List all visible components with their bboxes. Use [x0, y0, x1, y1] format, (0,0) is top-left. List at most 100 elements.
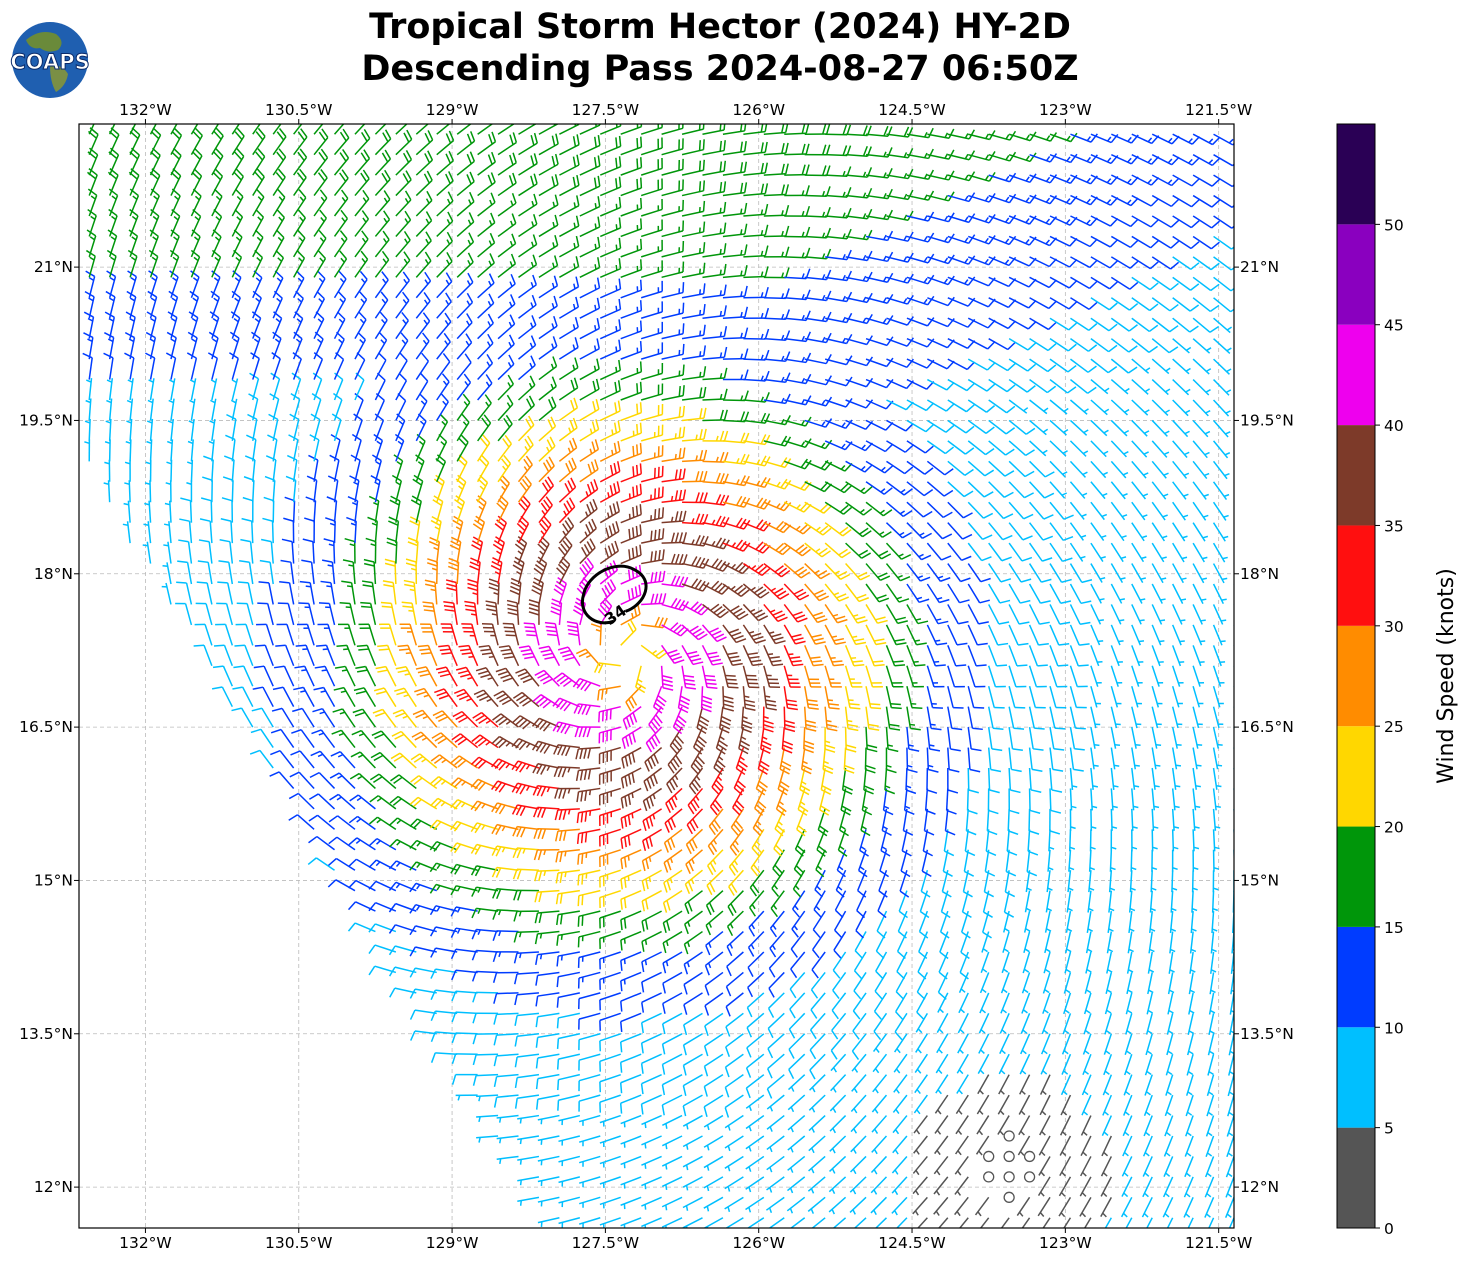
- wind-barb: [128, 229, 139, 258]
- wind-barb: [1008, 645, 1028, 667]
- wind-barb: [456, 393, 471, 421]
- wind-barb: [491, 845, 519, 857]
- wind-barb: [812, 931, 826, 959]
- wind-barb: [1087, 890, 1094, 913]
- wind-barb: [1069, 460, 1088, 478]
- wind-barb: [1151, 379, 1171, 396]
- wind-barb: [535, 1073, 560, 1090]
- wind-barb: [313, 270, 326, 299]
- wind-barb: [804, 624, 826, 645]
- calm-wind-circle: [1023, 1171, 1036, 1183]
- wind-barb: [988, 399, 1016, 414]
- wind-barb: [440, 623, 458, 646]
- wind-barb: [1100, 1176, 1113, 1198]
- colorbar-segment: [1337, 425, 1375, 526]
- wind-barb: [1166, 1013, 1174, 1035]
- wind-barb: [1172, 481, 1189, 500]
- wind-barb: [620, 300, 643, 319]
- wind-barb: [1192, 317, 1220, 333]
- wind-barb: [477, 313, 494, 340]
- wind-barb: [599, 1012, 621, 1031]
- wind-barb: [309, 793, 336, 810]
- wind-barb: [1127, 931, 1134, 954]
- wind-barb: [851, 1033, 867, 1061]
- wind-barb: [865, 230, 894, 242]
- wind-barb: [456, 434, 469, 462]
- wind-barb: [661, 597, 690, 612]
- wind-barb: [643, 767, 663, 792]
- wind-barb: [308, 814, 336, 830]
- wind-barb: [743, 141, 768, 156]
- wind-barb: [620, 361, 643, 381]
- wind-barb: [1008, 665, 1027, 688]
- wind-barb: [250, 352, 260, 380]
- wind-barb: [532, 694, 560, 709]
- wind-barb: [537, 1196, 560, 1207]
- wind-barb: [787, 1155, 806, 1173]
- wind-barb: [1005, 849, 1017, 877]
- wind-barb: [641, 869, 662, 892]
- wind-barb: [511, 737, 540, 751]
- wind-barb: [230, 311, 241, 339]
- wind-barb: [705, 890, 724, 916]
- wind-barb: [1049, 276, 1078, 289]
- wind-barb: [897, 910, 908, 939]
- wind-barb: [926, 747, 939, 773]
- wind-barb: [533, 556, 548, 585]
- wind-barb: [194, 623, 213, 646]
- wind-barb: [681, 124, 705, 135]
- wind-barb: [1233, 461, 1234, 463]
- wind-barb: [1079, 1176, 1092, 1197]
- wind-barb: [1069, 645, 1089, 667]
- wind-barb: [661, 1073, 683, 1096]
- wind-barb: [497, 124, 516, 135]
- x-tick-label-bottom: 124.5°W: [878, 1234, 945, 1252]
- wind-barb: [1004, 870, 1016, 898]
- wind-barb: [292, 250, 306, 278]
- wind-barb: [640, 239, 663, 258]
- wind-barb: [641, 1176, 662, 1190]
- wind-barb: [494, 515, 507, 544]
- wind-barb: [1171, 686, 1183, 708]
- wind-barb: [854, 931, 867, 959]
- wind-barb: [824, 563, 851, 580]
- wind-barb: [728, 849, 744, 876]
- wind-barb: [1131, 174, 1160, 186]
- wind-barb: [763, 393, 791, 405]
- wind-barb: [1059, 1115, 1072, 1136]
- wind-barb: [1167, 992, 1174, 1015]
- wind-barb: [641, 593, 667, 606]
- wind-barb: [575, 767, 601, 781]
- wind-barb: [1151, 256, 1180, 270]
- wind-barb: [231, 707, 254, 728]
- wind-barb: [640, 260, 663, 279]
- wind-barb: [803, 706, 817, 732]
- wind-barb: [1163, 1156, 1174, 1177]
- wind-barb: [845, 563, 871, 581]
- wind-barb: [811, 1217, 826, 1228]
- wind-barb: [967, 563, 991, 583]
- wind-barb: [538, 174, 559, 197]
- wind-barb: [579, 236, 601, 258]
- wind-barb: [1151, 665, 1164, 687]
- wind-barb: [537, 536, 550, 564]
- wind-barb: [906, 481, 934, 497]
- wind-barb: [363, 558, 377, 585]
- wind-barb: [661, 1135, 683, 1150]
- wind-barb: [83, 332, 94, 360]
- wind-barb: [1210, 951, 1217, 974]
- wind-barb: [665, 787, 683, 814]
- wind-barb: [471, 536, 484, 564]
- wind-barb: [443, 601, 458, 626]
- wind-barb: [210, 398, 217, 421]
- wind-barb: [430, 968, 458, 979]
- wind-barb: [912, 1196, 928, 1216]
- wind-barb: [832, 951, 847, 979]
- wind-barb: [476, 1114, 499, 1123]
- wind-barb: [347, 901, 376, 912]
- x-tick-label-top: 130.5°W: [265, 101, 332, 119]
- wind-barb: [988, 583, 1011, 604]
- wind-barb: [283, 517, 295, 544]
- wind-barb: [599, 1053, 621, 1072]
- wind-barb: [1028, 563, 1052, 583]
